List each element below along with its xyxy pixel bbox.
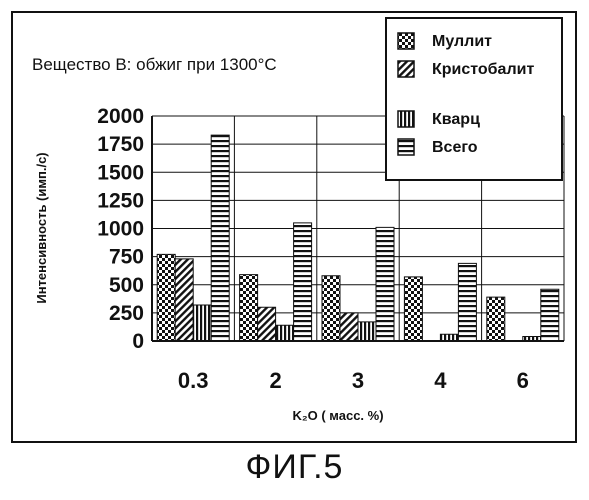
- bar: [193, 305, 211, 341]
- x-tick-label: 3: [352, 368, 364, 393]
- legend-swatch: [398, 139, 414, 155]
- legend-label: Кристобалит: [432, 61, 534, 78]
- bar: [487, 297, 505, 341]
- y-tick-label: 1250: [97, 189, 144, 212]
- legend-swatch: [398, 111, 414, 127]
- y-tick-label: 1750: [97, 133, 144, 156]
- legend-label: Муллит: [432, 33, 492, 50]
- bar: [541, 289, 559, 341]
- figure-caption: ФИГ.5: [0, 448, 589, 487]
- y-axis-label: Интенсивность (имп./с): [34, 152, 49, 303]
- bar: [322, 276, 340, 341]
- x-tick-label: 2: [269, 368, 281, 393]
- legend: Муллит Кристобалит Кварц Всего: [386, 18, 562, 180]
- bar: [258, 307, 276, 341]
- chart-title: Вещество В: обжиг при 1300°С: [32, 55, 277, 74]
- legend-swatch: [398, 61, 414, 77]
- bar: [157, 254, 175, 341]
- y-tick-label: 0: [132, 330, 144, 353]
- bar: [376, 227, 394, 341]
- bar: [458, 263, 476, 341]
- y-tick-label: 1500: [97, 161, 144, 184]
- bar: [294, 223, 312, 341]
- x-tick-label: 0.3: [178, 368, 209, 393]
- legend-swatch: [398, 33, 414, 49]
- y-tick-label: 750: [109, 246, 144, 269]
- bar: [211, 135, 229, 341]
- bar: [404, 277, 422, 341]
- bar: [358, 322, 376, 341]
- bar: [340, 313, 358, 341]
- y-tick-label: 250: [109, 302, 144, 325]
- bar: [175, 259, 193, 341]
- bar: [440, 334, 458, 341]
- x-tick-label: 6: [517, 368, 529, 393]
- legend-label: Кварц: [432, 111, 480, 128]
- x-axis-label: K₂O ( масс. %): [292, 408, 383, 423]
- legend-label: Всего: [432, 139, 478, 156]
- bar: [240, 275, 258, 341]
- bar: [276, 325, 294, 341]
- x-tick-label: 4: [434, 368, 447, 393]
- y-tick-label: 2000: [97, 105, 144, 128]
- y-tick-label: 1000: [97, 218, 144, 241]
- y-tick-label: 500: [109, 274, 144, 297]
